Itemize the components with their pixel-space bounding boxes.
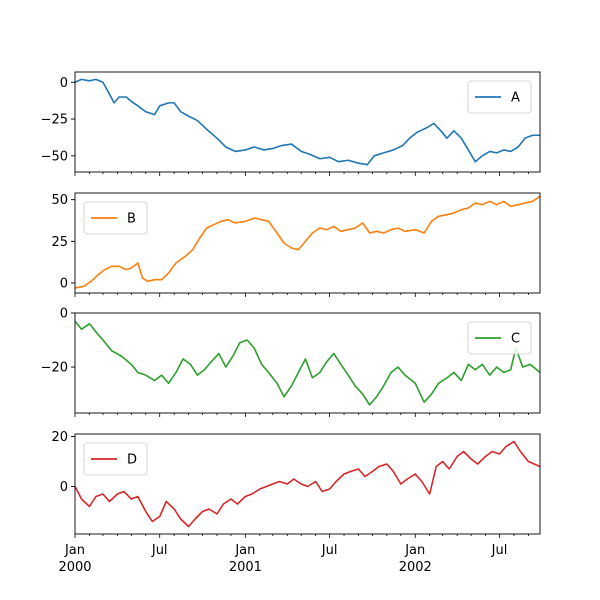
y-tick-label: 25 [51, 235, 68, 250]
subplot-b: 50 25 0 B [51, 192, 541, 297]
x-tick-label: Jul [321, 543, 338, 558]
series-line-d [75, 440, 540, 528]
axes-frame-b [74, 192, 541, 294]
legend-d: D [83, 442, 148, 476]
x-axis-labels: Jan 2000 Jul Jan 2001 Jul Jan 2002 Jul [58, 543, 507, 575]
subplot-a: 0 −25 −50 A [41, 71, 541, 176]
legend-b: B [83, 201, 148, 235]
legend-label-c: C [511, 332, 520, 347]
x-tick-label: Jan [234, 543, 255, 558]
legend-label-b: B [127, 212, 136, 227]
x-tick-label: Jul [151, 543, 168, 558]
series-line-c [75, 320, 540, 406]
subplot-d: 20 0 D [51, 430, 541, 538]
legend-label-a: A [511, 91, 520, 106]
y-tick-label: 0 [60, 480, 68, 495]
y-tick-label: −50 [41, 149, 68, 164]
y-tick-label: 20 [51, 430, 68, 445]
y-tick-label: 50 [51, 193, 68, 208]
axes-frame-c [74, 312, 541, 414]
axes-frame-d [74, 433, 541, 535]
y-tick-label: −25 [41, 113, 68, 128]
y-tick-label: 0 [60, 307, 68, 322]
y-tick-label: 0 [60, 277, 68, 292]
x-tick-year-label: 2002 [399, 560, 432, 575]
legend-label-d: D [127, 453, 137, 468]
series-line-b [75, 195, 540, 289]
legend-a: A [467, 80, 532, 114]
x-tick-label: Jan [64, 543, 85, 558]
x-tick-year-label: 2000 [58, 560, 91, 575]
axes-frame-a [74, 71, 541, 173]
legend-c: C [467, 321, 532, 355]
y-tick-label: −20 [41, 361, 68, 376]
y-tick-label: 0 [60, 76, 68, 91]
x-tick-label: Jul [491, 543, 508, 558]
subplot-c: 0 −20 C [41, 307, 541, 417]
x-tick-year-label: 2001 [229, 560, 262, 575]
series-line-a [75, 78, 540, 166]
x-tick-label: Jan [404, 543, 425, 558]
